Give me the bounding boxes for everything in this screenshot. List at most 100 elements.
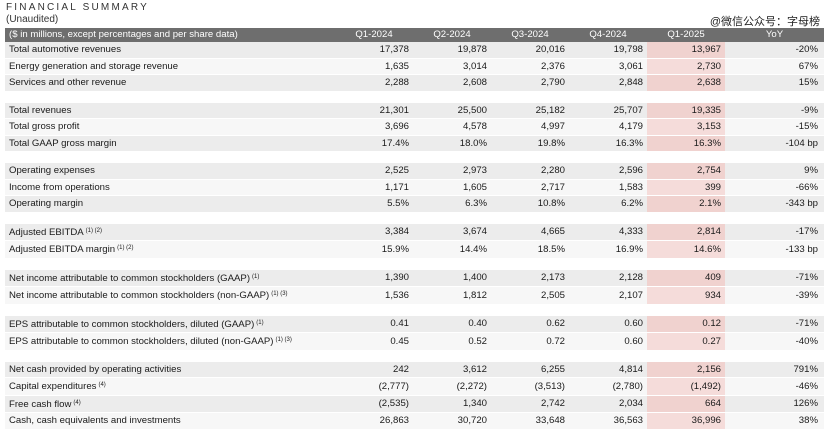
value-cell: 1,605 <box>413 179 491 196</box>
row-label: Free cash flow <box>9 398 72 410</box>
value-cell: 5.5% <box>335 195 413 213</box>
value-cell: 1,635 <box>335 58 413 75</box>
value-cell: 0.72 <box>491 332 569 351</box>
table-row: Adjusted EBITDA margin (1) (2) 15.9% 14.4% 1… <box>5 240 824 259</box>
value-cell: 0.41 <box>335 315 413 333</box>
row-label: EPS attributable to common stockholders,… <box>9 318 255 330</box>
value-cell: 4,333 <box>569 223 647 241</box>
value-cell-highlight: 2,638 <box>647 74 725 92</box>
footnote-ref: (1) <box>252 273 260 280</box>
row-label: Energy generation and storage revenue <box>9 60 179 72</box>
value-cell-highlight: 0.12 <box>647 315 725 333</box>
row-label-cell: Adjusted EBITDA (1) (2) <box>5 223 335 241</box>
row-label-cell: Operating expenses <box>5 163 335 180</box>
value-cell-highlight: 409 <box>647 269 725 287</box>
value-cell-highlight: 2,814 <box>647 223 725 241</box>
value-cell: 0.52 <box>413 332 491 351</box>
yoy-cell: 126% <box>725 395 824 413</box>
group-spacer <box>5 212 824 224</box>
value-cell: (2,780) <box>569 377 647 396</box>
footnote-ref: (4) <box>98 382 106 388</box>
row-label-cell: Adjusted EBITDA margin (1) (2) <box>5 240 335 259</box>
value-cell: 6.2% <box>569 195 647 213</box>
value-cell: 17.4% <box>335 135 413 152</box>
value-cell: (2,777) <box>335 377 413 396</box>
footnote-ref: (1) (3) <box>275 337 292 343</box>
value-cell: 0.60 <box>569 315 647 333</box>
value-cell-highlight: 16.3% <box>647 135 725 152</box>
row-label-cell: EPS attributable to common stockholders,… <box>5 315 335 333</box>
value-cell: 6.3% <box>413 195 491 213</box>
row-label: Total GAAP gross margin <box>9 137 117 149</box>
table-row: Cash, cash equivalents and investments 26… <box>5 412 824 430</box>
value-cell: 16.9% <box>569 240 647 259</box>
value-cell: 4,665 <box>491 223 569 241</box>
row-label-cell: Net cash provided by operating activitie… <box>5 361 335 378</box>
value-cell: 21,301 <box>335 102 413 119</box>
value-cell: 26,863 <box>335 412 413 430</box>
value-cell: 1,400 <box>413 269 491 287</box>
value-cell: 0.45 <box>335 332 413 351</box>
value-cell: 2,288 <box>335 74 413 92</box>
row-label-cell: Net income attributable to common stockh… <box>5 286 335 305</box>
header-label: ($ in millions, except percentages and p… <box>5 28 335 42</box>
value-cell-highlight: 0.27 <box>647 332 725 351</box>
yoy-cell: -66% <box>725 179 824 196</box>
value-cell: 19,798 <box>569 42 647 59</box>
row-label-cell: Total GAAP gross margin <box>5 135 335 152</box>
value-cell: 16.3% <box>569 135 647 152</box>
table-row: Total revenues 21,301 25,500 25,182 25,707 19… <box>5 102 824 119</box>
table-body: Total automotive revenues 17,378 19,878 20,… <box>5 42 824 430</box>
value-cell: 1,536 <box>335 286 413 305</box>
yoy-cell: -39% <box>725 286 824 305</box>
row-label: Operating margin <box>9 198 84 209</box>
yoy-cell: -343 bp <box>725 195 824 213</box>
row-label: Net cash provided by operating activitie… <box>9 363 182 375</box>
row-label: Net income attributable to common stockh… <box>9 290 270 301</box>
row-label: Adjusted EBITDA margin <box>9 244 116 255</box>
value-cell: 30,720 <box>413 412 491 430</box>
value-cell: 4,578 <box>413 118 491 136</box>
value-cell: 2,717 <box>491 179 569 196</box>
value-cell-highlight: 36,996 <box>647 412 725 430</box>
footnote-ref: (1) (2) <box>85 227 102 234</box>
yoy-cell: -20% <box>725 42 824 59</box>
value-cell: 3,674 <box>413 223 491 241</box>
table-row: Free cash flow (4) (2,535) 1,340 2,742 2,034 6… <box>5 395 824 413</box>
table-row: Income from operations 1,171 1,605 2,717 1,5… <box>5 179 824 196</box>
footnote-ref: (4) <box>73 399 81 406</box>
footnote-ref: (1) <box>256 319 264 326</box>
table-row: Net income attributable to common stockh… <box>5 286 824 305</box>
row-label: Adjusted EBITDA <box>9 226 84 238</box>
row-label-cell: Operating margin <box>5 195 335 213</box>
value-cell-highlight: 664 <box>647 395 725 413</box>
value-cell-highlight: 399 <box>647 179 725 196</box>
value-cell: 3,696 <box>335 118 413 136</box>
value-cell: 36,563 <box>569 412 647 430</box>
value-cell: 3,014 <box>413 58 491 75</box>
row-label: Cash, cash equivalents and investments <box>9 415 181 426</box>
yoy-cell: 791% <box>725 361 824 378</box>
row-label: Capital expenditures <box>9 381 97 392</box>
value-cell: 2,742 <box>491 395 569 413</box>
value-cell: 10.8% <box>491 195 569 213</box>
row-label: Total automotive revenues <box>9 44 121 55</box>
value-cell: 1,583 <box>569 179 647 196</box>
table-row: Net income attributable to common stockh… <box>5 269 824 287</box>
row-label-cell: Total revenues <box>5 102 335 119</box>
value-cell: 2,128 <box>569 269 647 287</box>
value-cell: 25,182 <box>491 102 569 119</box>
group-spacer <box>5 151 824 163</box>
value-cell: 1,171 <box>335 179 413 196</box>
value-cell-highlight: 2.1% <box>647 195 725 213</box>
row-label: Income from operations <box>9 181 110 193</box>
row-label-cell: Income from operations <box>5 179 335 196</box>
row-label-cell: Total gross profit <box>5 118 335 136</box>
footnote-ref: (1) (3) <box>271 291 288 297</box>
value-cell: 18.0% <box>413 135 491 152</box>
table-row: Operating expenses 2,525 2,973 2,280 2,596 2,… <box>5 163 824 180</box>
value-cell-highlight: 14.6% <box>647 240 725 259</box>
table-row: Net cash provided by operating activitie… <box>5 361 824 378</box>
yoy-cell: -46% <box>725 377 824 396</box>
value-cell: 18.5% <box>491 240 569 259</box>
